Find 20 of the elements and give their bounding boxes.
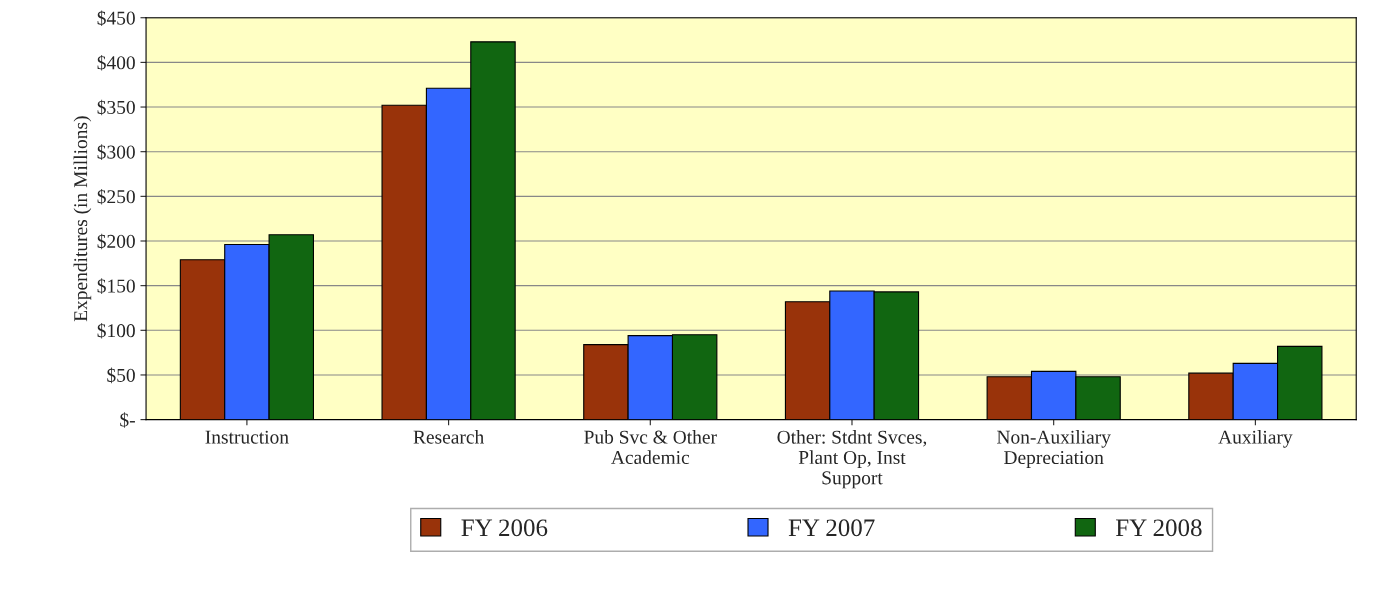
y-tick-label: $50 (107, 367, 135, 384)
y-tick-label: $100 (97, 322, 135, 339)
x-tick-label: Non-Auxiliary Depreciation (997, 430, 1111, 469)
y-tick-label: $200 (97, 233, 135, 250)
y-tick-label: $350 (97, 99, 135, 116)
y-tick-label: $250 (97, 189, 135, 205)
y-tick-label: $150 (97, 278, 135, 294)
y-axis-title: Expenditures (in Millions) (73, 116, 92, 322)
x-tick-label: Pub Svc & Other Academic (584, 430, 717, 465)
legend-label: FY 2007 (788, 519, 875, 537)
x-tick-label: Research (413, 430, 484, 444)
y-tick-label: $- (120, 412, 135, 428)
x-tick-label: Other: Stdnt Svces, Plant Op, Inst Support (777, 430, 927, 489)
legend-label: FY 2006 (461, 519, 548, 537)
x-tick-label: Auxiliary (1218, 430, 1293, 448)
y-tick-label: $300 (97, 144, 135, 160)
x-tick-label: Instruction (205, 430, 289, 444)
legend-label: FY 2008 (1116, 519, 1202, 537)
y-tick-label: $450 (97, 10, 135, 26)
y-tick-label: $400 (97, 55, 135, 71)
